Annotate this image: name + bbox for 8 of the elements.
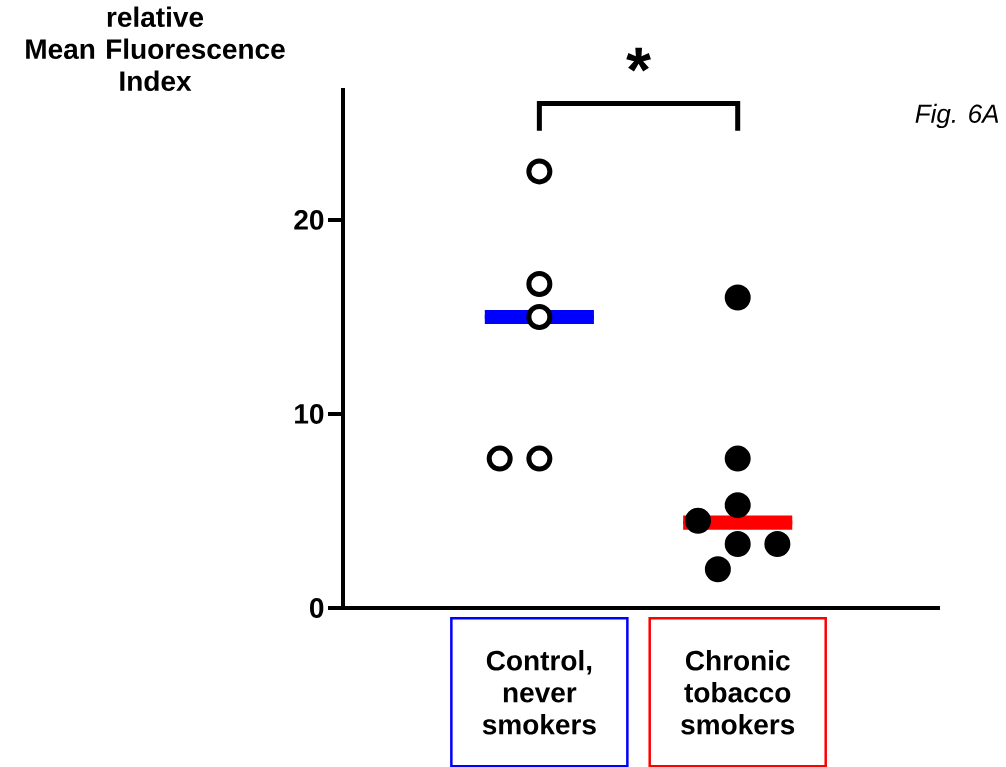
y-tick-label: 0 bbox=[310, 598, 324, 618]
y-axis-title: relative Mean Fluorescence Index bbox=[26, 6, 285, 92]
text: * bbox=[626, 47, 651, 72]
x-tick-label: Control, never smokers bbox=[482, 649, 596, 735]
annotation: Fig. 6A bbox=[915, 103, 999, 129]
y-tick-label: 20 bbox=[294, 210, 324, 230]
x-tick-label: Chronic tobacco smokers bbox=[681, 649, 795, 735]
y-tick-label: 10 bbox=[295, 404, 324, 424]
